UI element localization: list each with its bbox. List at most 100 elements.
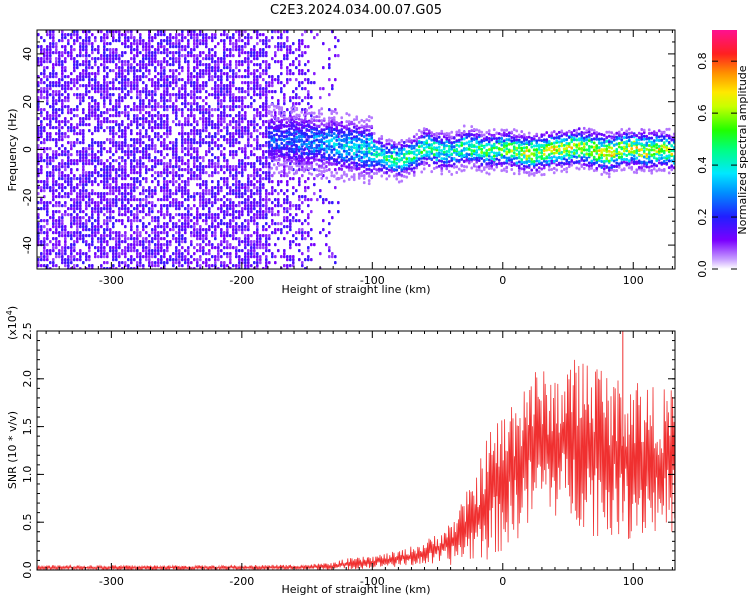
- heatmap-cell: [214, 51, 217, 55]
- heatmap-cell: [325, 122, 329, 126]
- heatmap-cell: [270, 102, 274, 106]
- heatmap-cell: [91, 87, 94, 91]
- heatmap-cell: [205, 54, 208, 58]
- heatmap-cell: [298, 84, 301, 88]
- heatmap-cell: [220, 231, 223, 235]
- heatmap-cell: [220, 198, 223, 202]
- heatmap-cell: [332, 132, 336, 136]
- heatmap-cell: [52, 108, 55, 112]
- heatmap-cell: [292, 157, 296, 161]
- heatmap-cell: [275, 133, 279, 137]
- heatmap-cell: [166, 213, 169, 217]
- heatmap-cell: [247, 138, 250, 142]
- heatmap-cell: [61, 213, 64, 217]
- heatmap-cell: [190, 51, 193, 55]
- heatmap-cell: [142, 222, 145, 226]
- heatmap-cell: [232, 207, 235, 211]
- heatmap-cell: [292, 105, 296, 109]
- heatmap-cell: [202, 126, 205, 130]
- heatmap-cell: [145, 63, 148, 67]
- heatmap-cell: [202, 84, 205, 88]
- heatmap-cell: [280, 66, 283, 70]
- heatmap-cell: [37, 105, 40, 109]
- heatmap-cell: [214, 195, 217, 199]
- heatmap-cell: [106, 201, 109, 205]
- heatmap-cell: [178, 252, 181, 256]
- heatmap-cell: [130, 165, 133, 169]
- heatmap-cell: [190, 153, 193, 157]
- heatmap-cell: [82, 237, 85, 241]
- heatmap-cell: [178, 177, 181, 181]
- heatmap-cell: [73, 81, 76, 85]
- heatmap-cell: [320, 159, 324, 163]
- heatmap-cell: [300, 110, 304, 114]
- heatmap-cell: [40, 189, 43, 193]
- heatmap-cell: [202, 81, 205, 85]
- heatmap-cell: [169, 147, 172, 151]
- heatmap-cell: [79, 237, 82, 241]
- heatmap-cell: [43, 72, 46, 76]
- heatmap-cell: [154, 60, 157, 64]
- heatmap-cell: [163, 237, 166, 241]
- heatmap-cell: [235, 186, 238, 190]
- heatmap-cell: [46, 45, 49, 49]
- heatmap-cell: [70, 81, 73, 85]
- heatmap-cell: [109, 93, 112, 97]
- heatmap-cell: [317, 173, 321, 177]
- heatmap-cell: [163, 51, 166, 55]
- heatmap-cell: [277, 237, 280, 241]
- heatmap-cell: [46, 183, 49, 187]
- heatmap-cell: [64, 258, 67, 262]
- heatmap-cell: [82, 240, 85, 244]
- heatmap-cell: [172, 45, 175, 49]
- heatmap-cell: [145, 165, 148, 169]
- heatmap-cell: [73, 246, 76, 250]
- heatmap-cell: [52, 111, 55, 115]
- heatmap-cell: [157, 252, 160, 256]
- heatmap-cell: [328, 201, 331, 205]
- heatmap-cell: [133, 54, 136, 58]
- heatmap-cell: [136, 207, 139, 211]
- heatmap-cell: [244, 225, 247, 229]
- heatmap-cell: [61, 87, 64, 91]
- heatmap-cell: [229, 54, 232, 58]
- heatmap-cell: [139, 66, 142, 70]
- heatmap-cell: [115, 234, 118, 238]
- heatmap-cell: [118, 246, 121, 250]
- heatmap-cell: [58, 171, 61, 175]
- heatmap-cell: [199, 63, 202, 67]
- heatmap-cell: [121, 51, 124, 55]
- heatmap-cell: [58, 162, 61, 166]
- heatmap-cell: [187, 33, 190, 37]
- heatmap-cell: [46, 207, 49, 211]
- heatmap-cell: [285, 124, 289, 128]
- heatmap-cell: [175, 75, 178, 79]
- heatmap-cell: [181, 45, 184, 49]
- heatmap-cell: [151, 228, 154, 232]
- heatmap-cell: [160, 114, 163, 118]
- heatmap-cell: [82, 75, 85, 79]
- heatmap-cell: [106, 138, 109, 142]
- heatmap-cell: [109, 138, 112, 142]
- heatmap-cell: [317, 150, 321, 154]
- heatmap-cell: [259, 255, 262, 259]
- heatmap-cell: [124, 69, 127, 73]
- heatmap-cell: [91, 231, 94, 235]
- heatmap-cell: [55, 120, 58, 124]
- heatmap-cell: [37, 228, 40, 232]
- heatmap-cell: [109, 69, 112, 73]
- heatmap-cell: [124, 87, 127, 91]
- heatmap-cell: [345, 141, 349, 145]
- heatmap-cell: [49, 45, 52, 49]
- heatmap-cell: [133, 207, 136, 211]
- heatmap-cell: [345, 120, 349, 124]
- heatmap-cell: [181, 138, 184, 142]
- heatmap-cell: [217, 246, 220, 250]
- heatmap-cell: [178, 249, 181, 253]
- heatmap-cell: [202, 69, 205, 73]
- heatmap-cell: [253, 171, 256, 175]
- heatmap-cell: [76, 141, 79, 145]
- heatmap-cell: [175, 108, 178, 112]
- heatmap-cell: [229, 81, 232, 85]
- heatmap-cell: [64, 123, 67, 127]
